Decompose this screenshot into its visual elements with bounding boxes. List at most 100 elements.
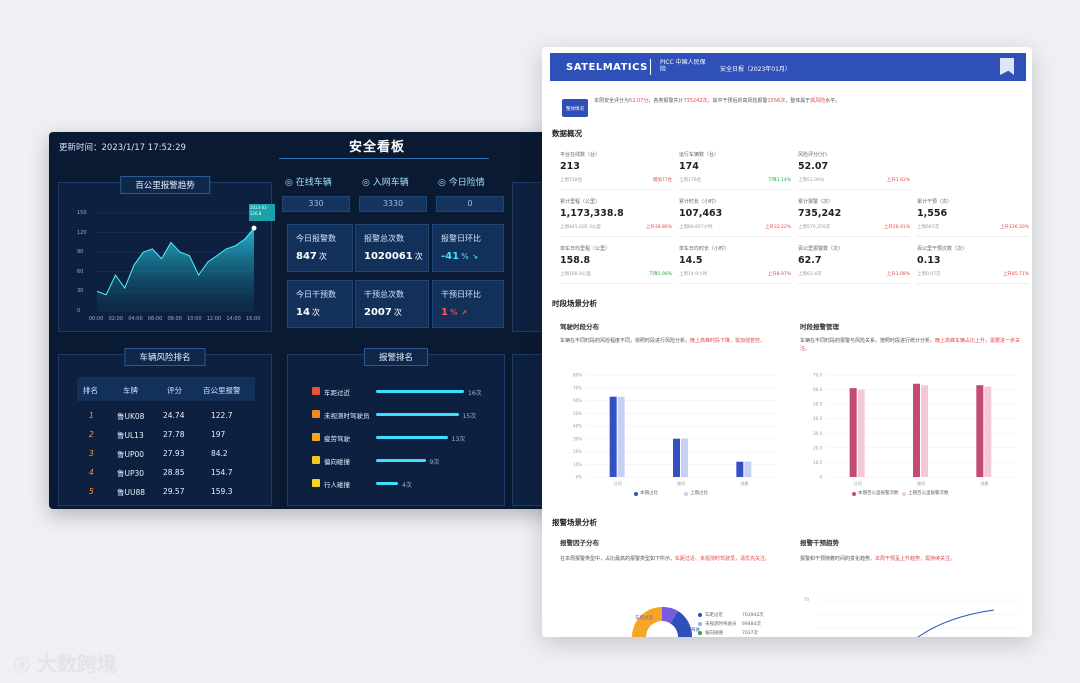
metric-prev: 上周176台 — [679, 178, 702, 183]
metric-value: 1,173,338.8 — [560, 208, 624, 219]
alarm-rank-icon — [312, 433, 320, 441]
ranking-alarm: 197 — [211, 430, 226, 439]
sub-c-red: 车距过近、未视测时驾驶员，请优先关注。 — [675, 556, 771, 562]
trend-x-tick: 10:00 — [187, 316, 202, 322]
pie-legend-dot — [698, 613, 702, 617]
watermark-text: 大数跨境 — [36, 652, 117, 676]
tab-network-vehicles[interactable]: ◎ 入网车辆 — [362, 178, 409, 188]
trend-x-tick: 14:00 — [226, 316, 241, 322]
trend-y-tick: 0 — [77, 308, 81, 314]
metric-card: 累计时长（小时） 107,463 上周80,667小时 上升33.22% — [679, 198, 791, 237]
danger-count: 0 — [436, 196, 504, 212]
stat-label: 干预总次数 — [364, 290, 404, 299]
chart-y-tick: 0% — [576, 475, 583, 480]
ranking-plate: 鲁UK08 — [117, 412, 145, 421]
chart-y-tick: 40% — [573, 424, 582, 429]
stat-label: 报警总次数 — [364, 234, 404, 243]
chart-bar — [976, 385, 984, 477]
ranking-alarm: 159.3 — [211, 487, 233, 496]
pie-legend-name: 偏向碰撞 — [705, 631, 723, 636]
alarm-bar — [376, 413, 459, 416]
flag-icon — [1000, 58, 1014, 75]
trend-x-tick: 04:00 — [128, 316, 143, 322]
chart-x-tick: 日间 — [614, 480, 622, 486]
sub-d-description: 报警和干预随着时间的变化趋势。本周干预呈上升趋势，需持续关注。 — [800, 555, 1025, 563]
metric-card: 累计干预（次） 1,556 上周687次 上升126.50% — [917, 198, 1029, 237]
metric-label: 风险评分(分) — [798, 152, 827, 158]
ranking-score: 29.57 — [163, 487, 185, 496]
metric-value: 62.7 — [798, 255, 822, 266]
metric-label: 单车日均里程（公里） — [560, 246, 611, 252]
summary-high: 1556次 — [767, 98, 786, 104]
metric-card: 单车日均时长（小时） 14.5 上周14.9小时 上升8.97% — [679, 245, 791, 284]
metric-change: 下降5.98% — [648, 272, 672, 277]
report-title: 安全日报（2023年01月） — [720, 66, 791, 73]
trend-tooltip: 2023-01- 126.8 — [249, 204, 275, 221]
summary-e: 水平。 — [825, 98, 841, 104]
metric-change: 下降1.14% — [767, 178, 791, 183]
metric-change: 上升3.08% — [886, 272, 910, 277]
ranking-plate: 鲁UU88 — [117, 488, 146, 497]
metric-label: 平台在线数（台） — [560, 152, 601, 158]
trend-y-tick: 30 — [77, 288, 84, 295]
trend-last-point — [251, 225, 257, 231]
trend-x-tick: 08:00 — [167, 316, 182, 322]
chart-y-tick: 10.0 — [813, 460, 822, 465]
ranking-alarm: 122.7 — [211, 411, 233, 420]
metric-prev: 上周14.9小时 — [679, 272, 708, 277]
sub-period-alarm: 时段报警管理 — [800, 323, 839, 331]
metric-label: 百公里报警数（次） — [798, 246, 844, 252]
stat-unit: % — [449, 308, 458, 317]
legend-swatch — [902, 492, 906, 496]
summary-d: ，整体属于 — [785, 98, 811, 104]
section-scene-analysis: 报警场景分析 — [552, 518, 597, 527]
sub-a-text: 车辆在不同时段的风险程度不同，依照时段进行风险分析。 — [560, 338, 691, 344]
ranking-title: 车辆风险排名 — [124, 348, 206, 366]
alarm-rank-icon — [312, 456, 320, 464]
picc-logo: PICC 中国人民保险 — [660, 59, 706, 73]
stat-unit: 次 — [311, 308, 320, 317]
chart-bar — [921, 385, 928, 477]
tab-online-vehicles[interactable]: ◎ 在线车辆 — [285, 178, 332, 188]
stat-today-alarms: 今日报警数 847 次 — [287, 224, 353, 272]
metric-change: 上升8.97% — [767, 272, 791, 277]
summary-score: 52.07分 — [629, 98, 649, 104]
metric-card: 单车日均里程（公里） 158.8 上周168.9公里 下降5.98% — [560, 245, 672, 284]
pie-legend-value: 7037次 — [742, 631, 758, 636]
stat-value: 14 — [296, 307, 310, 318]
pie-legend-value: 703942次 — [742, 613, 764, 618]
chart-bar — [609, 396, 617, 477]
header-divider — [650, 59, 651, 75]
chart-bar — [913, 383, 920, 477]
title-underline — [279, 154, 489, 159]
alarm-value: 4次 — [402, 482, 412, 489]
ranking-alarm: 84.2 — [211, 449, 228, 458]
stat-label: 报警日环比 — [441, 234, 481, 243]
ranking-alarm: 154.7 — [211, 468, 233, 477]
alarm-rank-icon — [312, 410, 320, 418]
ranking-header — [77, 377, 255, 401]
summary-count: 735242次 — [683, 98, 708, 104]
alarm-value: 15次 — [462, 413, 477, 420]
alarm-value: 9次 — [429, 459, 440, 466]
safety-report: SATELMATICS PICC 中国人民保险 安全日报（2023年01月） 整… — [542, 47, 1032, 637]
summary-level: 高风险 — [810, 98, 826, 104]
metric-card: 运行车辆数（台） 174 上周176台 下降1.14% — [679, 151, 791, 190]
chart-x-tick: 凌晨 — [980, 480, 988, 486]
sub-d-red: 本周干预呈上升趋势，需持续关注。 — [875, 556, 956, 562]
tab-online-label: 在线车辆 — [295, 178, 332, 188]
metric-prev: 上周570,359次 — [798, 225, 831, 230]
ranking-rank: 2 — [89, 430, 94, 439]
stat-today-interventions: 今日干预数 14 次 — [287, 280, 353, 328]
alarm-bar — [376, 390, 464, 393]
watermark: ⓔ 大数跨境 — [14, 648, 117, 677]
tab-today-danger[interactable]: ◎ 今日险情 — [438, 178, 485, 188]
alarm-bar — [376, 459, 426, 462]
legend-label: 上期百公里报警次数 — [908, 491, 949, 496]
metric-label: 累计干预（次） — [917, 199, 953, 205]
chart-y-tick: 30.0 — [813, 431, 822, 436]
metric-change: 上升126.50% — [999, 225, 1029, 230]
alarm-ranking-title: 报警排名 — [363, 348, 429, 366]
trend-up-icon: ↗ — [461, 309, 467, 317]
stat-unit: % — [461, 252, 469, 261]
